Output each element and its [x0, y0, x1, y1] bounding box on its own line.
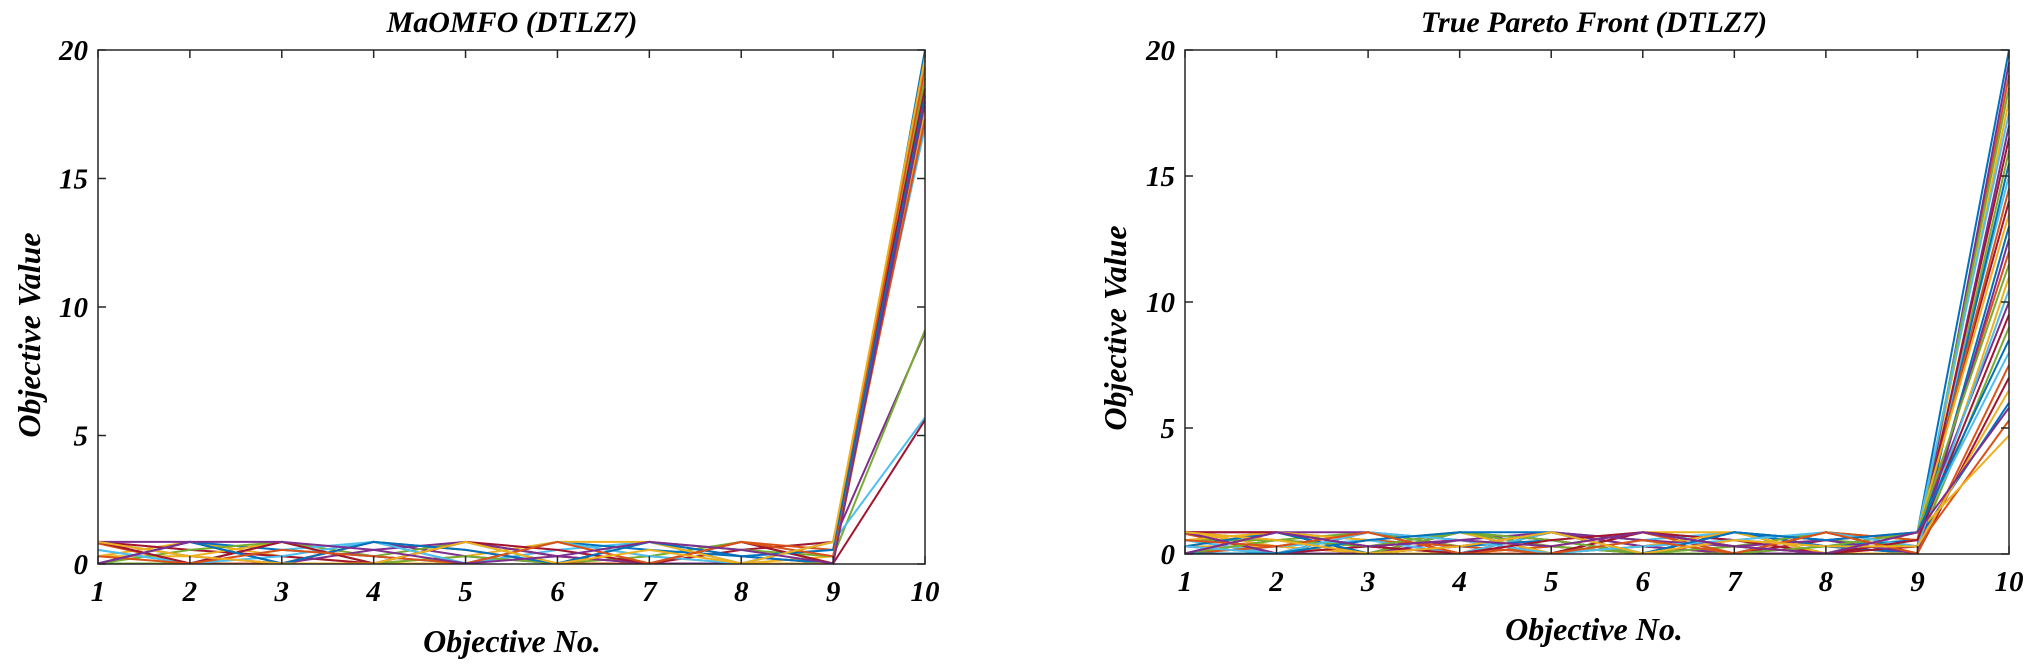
x-axis-label: Objective No. [1505, 611, 1683, 647]
series-line [97, 106, 926, 565]
series-line [1185, 150, 2010, 555]
x-tick-label: 7 [1727, 566, 1743, 598]
series-line [1184, 163, 2010, 555]
y-tick-label: 5 [1161, 413, 1176, 445]
x-tick-label: 10 [911, 576, 940, 608]
x-tick-label: 6 [550, 576, 565, 608]
plot-lines [1184, 49, 2010, 555]
series-line [1184, 62, 2010, 555]
series-line [97, 52, 926, 565]
series-line [1184, 289, 2010, 555]
x-axis-label: Objective No. [423, 623, 601, 659]
series-line [1185, 301, 2010, 555]
series-line [97, 67, 926, 565]
series-line [97, 126, 926, 565]
y-axis-label: Objective Value [1097, 225, 1133, 430]
x-tick-label: 4 [365, 576, 381, 608]
x-tick-label: 6 [1636, 566, 1651, 598]
plot-frame [97, 49, 926, 565]
series-line [97, 329, 926, 565]
x-tick-label: 3 [274, 576, 290, 608]
chart-title: True Pareto Front (DTLZ7) [1421, 6, 1767, 39]
x-tick-label: 3 [1360, 566, 1376, 598]
series-line [1184, 351, 2010, 555]
y-tick-label: 20 [58, 35, 88, 67]
series-line [1184, 200, 2010, 555]
series-line [1184, 125, 2010, 555]
x-tick-label: 10 [1995, 566, 2024, 598]
y-tick-label: 10 [59, 292, 88, 324]
y-tick-label: 10 [1146, 287, 1175, 319]
series-line [1184, 251, 2010, 555]
y-tick-label: 5 [74, 421, 89, 453]
y-tick-label: 0 [74, 549, 89, 581]
x-tick-label: 8 [1819, 566, 1834, 598]
x-tick-label: 9 [826, 576, 841, 608]
series-line [1184, 226, 2010, 555]
series-line [1184, 377, 2010, 555]
series-line [97, 96, 926, 565]
series-line [1184, 188, 2010, 555]
chart-panel-true-pareto-front: True Pareto Front (DTLZ7) Objective No. … [1097, 6, 2024, 647]
series-line [1184, 238, 2010, 555]
y-tick-label: 15 [59, 164, 88, 196]
x-tick-label: 5 [458, 576, 473, 608]
y-tick-label: 0 [1161, 539, 1176, 571]
series-line [1184, 137, 2010, 555]
series-line [1185, 276, 2010, 555]
series-line [1185, 314, 2010, 555]
y-tick-label: 20 [1145, 35, 1175, 67]
series-line [1184, 364, 2010, 555]
series-line [1184, 326, 2010, 555]
series-line [97, 101, 926, 565]
axis-ticks: 1 2 3 4 5 6 7 8 9 10 0 5 10 15 20 [58, 35, 940, 608]
y-tick-label: 15 [1146, 161, 1175, 193]
plot-frame [1184, 49, 2010, 555]
x-tick-label: 2 [1268, 566, 1284, 598]
series-line [1184, 402, 2010, 555]
series-line [1184, 175, 2010, 555]
series-line [97, 49, 926, 565]
series-line [97, 88, 926, 565]
series-line [1184, 213, 2010, 555]
series-line [1184, 112, 2010, 555]
series-line [1185, 87, 2010, 555]
x-tick-label: 1 [1178, 566, 1193, 598]
x-tick-label: 7 [642, 576, 658, 608]
x-tick-label: 2 [182, 576, 198, 608]
x-tick-label: 5 [1544, 566, 1559, 598]
series-line [1184, 407, 2010, 555]
series-line [1184, 75, 2010, 555]
chart-title: MaOMFO (DTLZ7) [386, 6, 638, 39]
series-line [1184, 263, 2010, 555]
series-line [97, 114, 926, 565]
series-line [98, 111, 926, 565]
series-line [97, 119, 926, 565]
series-line [1184, 49, 2010, 555]
series-line [98, 332, 926, 565]
axis-ticks: 1 2 3 4 5 6 7 8 9 10 0 5 10 15 20 [1145, 35, 2024, 598]
x-tick-label: 9 [1910, 566, 1925, 598]
series-line [1184, 389, 2010, 555]
series-line [97, 57, 926, 565]
series-line [1184, 100, 2010, 555]
chart-panel-maomfo: MaOMFO (DTLZ7) Objective No. Objective V… [11, 6, 940, 659]
y-axis-label: Objective Value [11, 232, 47, 437]
plot-lines [97, 49, 926, 565]
x-tick-label: 8 [734, 576, 749, 608]
x-tick-label: 4 [1451, 566, 1467, 598]
series-line [98, 78, 926, 565]
x-tick-label: 1 [91, 576, 106, 608]
series-line [1185, 339, 2010, 555]
series-line [1184, 419, 2010, 555]
series-line [97, 60, 926, 565]
